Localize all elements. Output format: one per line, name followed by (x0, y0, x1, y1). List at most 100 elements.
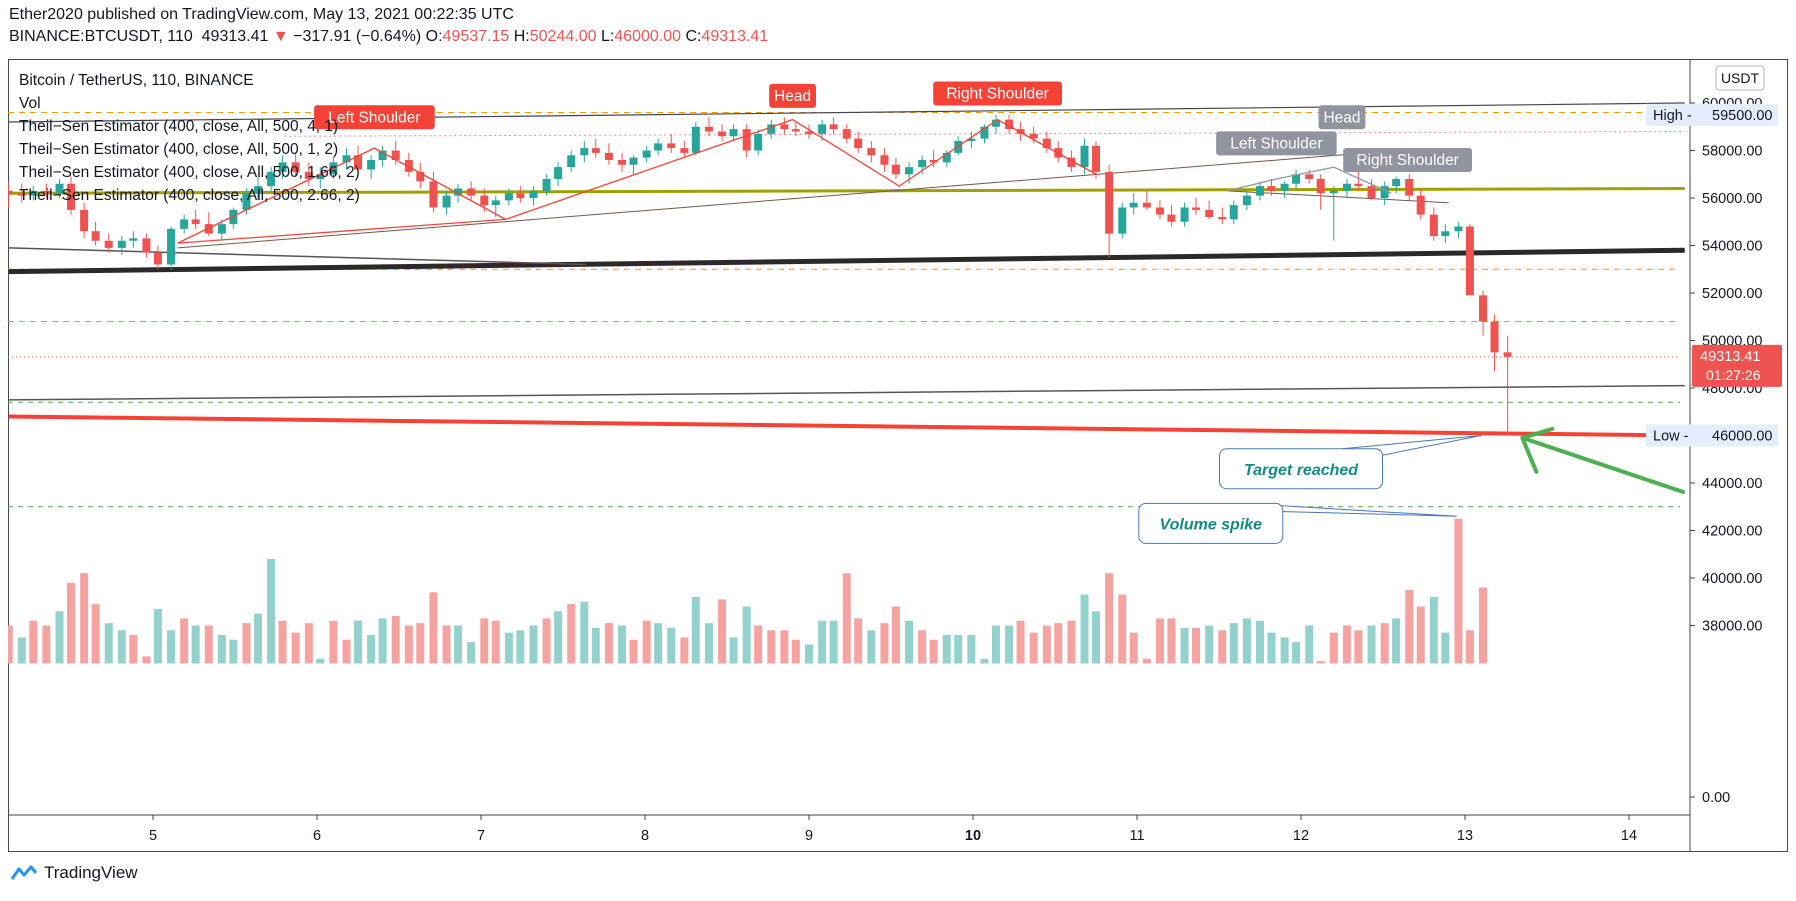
candle-body (1392, 179, 1401, 187)
target-arrow-shaft (1521, 435, 1686, 495)
candle-body (129, 238, 138, 241)
legend-title: Bitcoin / TetherUS, 110, BINANCE (19, 72, 254, 89)
chart-legend: Bitcoin / TetherUS, 110, BINANCE Vol The… (19, 69, 360, 207)
volume-bar (1205, 625, 1214, 664)
candle-body (467, 188, 476, 196)
volume-bar (253, 613, 262, 664)
candle-body (791, 129, 800, 132)
legend-indicator[interactable]: Theil−Sen Estimator (400, close, All, 50… (19, 164, 360, 181)
volume-bar (1016, 620, 1025, 664)
volume-bar (691, 597, 700, 664)
candle-body (204, 224, 213, 234)
candle-body (618, 160, 627, 165)
candle-body (167, 228, 176, 265)
x-tick-label: 6 (313, 828, 321, 844)
pattern-label: Head (774, 88, 811, 105)
candle-body (1367, 186, 1376, 198)
candle-body (867, 148, 876, 156)
candle-body (1280, 183, 1289, 191)
x-tick-label: 9 (805, 828, 813, 844)
candle-body (342, 155, 351, 163)
candle-body (1229, 205, 1238, 220)
volume-bar (354, 620, 362, 664)
low-value: 46000.00 (614, 28, 682, 45)
chart-frame[interactable] (8, 59, 1788, 852)
ohlc-row: BINANCE:BTCUSDT, 110 49313.41 ▼ −317.91 … (9, 26, 768, 48)
candle-body (1416, 195, 1425, 215)
x-tick-label: 13 (1457, 828, 1473, 844)
callout-text: Volume spike (1160, 516, 1263, 533)
candle-body (1192, 207, 1201, 210)
candle-body (253, 186, 262, 194)
candle-body (429, 181, 438, 208)
legend-indicator[interactable]: Theil−Sen Estimator (400, close, All, 50… (19, 141, 339, 158)
volume-bar (791, 639, 800, 664)
legend-indicator[interactable]: Theil−Sen Estimator (400, close, All, 50… (19, 118, 339, 135)
candle-body (142, 238, 151, 253)
legend-vol: Vol (19, 95, 41, 112)
pattern-line (1227, 166, 1392, 194)
volume-bar (329, 620, 338, 664)
trend-line-neck-brown-2 (1227, 190, 1449, 204)
candle-body (729, 129, 738, 137)
plot-area[interactable] (5, 102, 1685, 664)
volume-bar (1155, 618, 1164, 664)
volume-bar (278, 620, 287, 664)
x-tick-label: 14 (1621, 828, 1637, 844)
candle-body (1329, 190, 1338, 194)
high-value: 50244.00 (529, 28, 597, 45)
tradingview-logo-icon (10, 865, 38, 880)
candle-body (1218, 217, 1227, 220)
x-tick-label: 11 (1129, 828, 1144, 844)
footer[interactable]: TradingView (10, 863, 138, 883)
volume-bar (654, 623, 663, 664)
low-badge (1646, 424, 1778, 447)
callout-pointer (1242, 502, 1457, 517)
volume-bar (1105, 573, 1114, 664)
candle-body (718, 131, 727, 137)
candle-body (942, 152, 951, 163)
candle-body (516, 193, 525, 198)
volume-bar (1342, 625, 1351, 664)
trend-line-red-thick (8, 414, 1685, 438)
volume-bar (1441, 632, 1450, 664)
volume-bar (1305, 625, 1314, 664)
candle-body (991, 119, 1000, 127)
legend-indicator[interactable]: Theil−Sen Estimator (400, close, All, 50… (19, 187, 360, 204)
candle-body (691, 126, 700, 153)
volume-bar (404, 625, 413, 664)
candle-body (818, 124, 827, 134)
candle-body (780, 124, 789, 130)
volume-bar (391, 616, 400, 664)
y-tick-label: 56000.00 (1702, 191, 1762, 207)
high-badge (1646, 103, 1778, 126)
candle-body (1105, 171, 1114, 234)
candle-body (829, 124, 838, 130)
candle-body (929, 160, 938, 163)
candle-body (580, 148, 589, 156)
volume-bar (8, 625, 13, 664)
candle-body (454, 188, 463, 196)
callout-text: Target reached (1244, 462, 1359, 479)
candle-body (316, 174, 325, 179)
candle-body (667, 143, 676, 149)
trend-line-black-mid (8, 384, 1685, 401)
candle-body (1080, 145, 1089, 168)
volume-bar (629, 639, 638, 664)
candle-body (404, 160, 413, 172)
candle-body (1005, 119, 1014, 130)
candle-body (242, 193, 251, 210)
volume-bar (316, 658, 325, 664)
pattern-label-box (1216, 131, 1337, 156)
volume-bar (818, 620, 827, 664)
volume-bar (880, 623, 889, 664)
x-tick-label: 7 (477, 828, 485, 844)
volume-bar (117, 630, 126, 664)
candle-body (91, 231, 100, 241)
volume-bar (467, 642, 476, 664)
volume-bar (42, 625, 51, 664)
volume-bar (805, 644, 813, 664)
volume-bar (754, 625, 763, 664)
currency-badge[interactable] (1715, 65, 1765, 91)
